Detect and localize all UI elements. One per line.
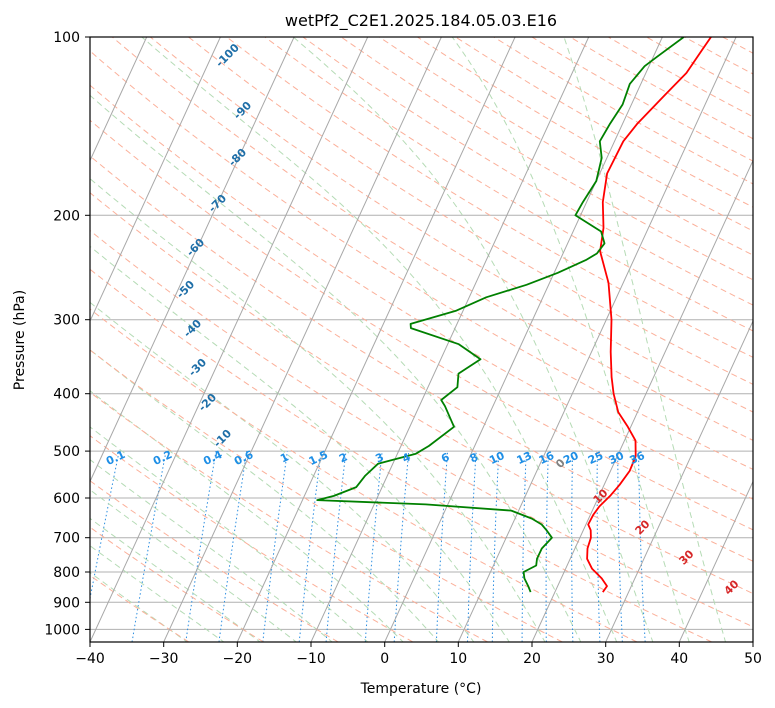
mixing-ratio-line bbox=[218, 451, 248, 642]
moist-adiabat bbox=[563, 37, 727, 642]
moist-adiabat bbox=[90, 426, 369, 642]
x-tick-label: 0 bbox=[380, 651, 389, 667]
isotherm-line bbox=[90, 37, 221, 323]
x-tick-label: 30 bbox=[597, 651, 615, 667]
y-tick-label: 900 bbox=[53, 595, 80, 611]
dry-adiabat bbox=[149, 37, 753, 413]
y-tick-label: 300 bbox=[53, 313, 80, 329]
dry-adiabat bbox=[90, 229, 753, 628]
moist-adiabat bbox=[90, 545, 225, 642]
moist-adiabat bbox=[90, 571, 189, 642]
isotherm-line bbox=[605, 319, 753, 642]
y-tick-label: 700 bbox=[53, 531, 80, 547]
mixing-ratio-line bbox=[185, 451, 217, 642]
dry-adiabat bbox=[90, 192, 753, 595]
dewpoint-line bbox=[316, 37, 685, 593]
y-axis-label: Pressure (hPa) bbox=[12, 290, 28, 390]
y-tick-label: 500 bbox=[53, 444, 80, 460]
isotherm-line bbox=[384, 37, 663, 642]
dry-adiabat bbox=[188, 37, 753, 385]
y-tick-label: 100 bbox=[53, 30, 80, 46]
y-tick-label: 800 bbox=[53, 565, 80, 581]
dry-adiabat bbox=[90, 308, 638, 642]
y-tick-label: 600 bbox=[53, 491, 80, 507]
x-axis-label: Temperature (°C) bbox=[360, 681, 482, 697]
moist-adiabat bbox=[90, 517, 262, 642]
plot-frame bbox=[89, 36, 754, 643]
y-tick-label: 400 bbox=[53, 387, 80, 403]
x-tick-label: 40 bbox=[670, 651, 688, 667]
x-tick-label: 20 bbox=[523, 651, 541, 667]
moist-adiabat bbox=[90, 178, 546, 642]
mixing-ratio-line bbox=[262, 451, 288, 642]
y-tick-label: 1000 bbox=[44, 622, 80, 638]
x-tick-label: −20 bbox=[223, 651, 253, 667]
mixing-ratio-line bbox=[298, 451, 322, 642]
x-tick-label: 10 bbox=[449, 651, 467, 667]
isotherm-line bbox=[90, 37, 148, 162]
isotherm-line bbox=[457, 37, 737, 642]
isotherm-line bbox=[90, 37, 295, 483]
moist-adiabat bbox=[90, 301, 475, 642]
y-tick-label: 200 bbox=[53, 208, 80, 224]
dry-adiabat bbox=[90, 480, 339, 642]
mixing-ratio-label: 25 bbox=[586, 449, 605, 467]
dry-adiabat bbox=[90, 349, 563, 642]
x-tick-label: −10 bbox=[296, 651, 326, 667]
dry-adiabat bbox=[302, 37, 753, 306]
x-tick-label: 50 bbox=[744, 651, 762, 667]
moist-adiabat bbox=[90, 245, 511, 642]
mixing-ratio-line bbox=[325, 451, 347, 642]
dry-adiabat bbox=[90, 119, 753, 531]
mixing-ratio-label: 16 bbox=[537, 449, 557, 467]
isotherm-line bbox=[163, 37, 442, 642]
moist-adiabat bbox=[90, 459, 333, 642]
dry-adiabat bbox=[90, 391, 488, 642]
dry-adiabat bbox=[90, 84, 753, 500]
mixing-ratio-label: 13 bbox=[515, 449, 534, 467]
isotherm-line bbox=[90, 37, 369, 642]
dry-adiabat bbox=[264, 37, 753, 332]
moist-adiabat bbox=[141, 37, 618, 642]
mixing-ratio-label: 10 bbox=[487, 449, 507, 467]
mixing-ratio-line bbox=[364, 451, 383, 642]
moist-adiabat bbox=[292, 37, 654, 642]
x-tick-label: −30 bbox=[149, 651, 179, 667]
temperature-line bbox=[586, 37, 712, 593]
isotherm-line bbox=[236, 37, 516, 642]
chart-title: wetPf2_C2E1.2025.184.05.03.E16 bbox=[285, 11, 557, 31]
moist-adiabat bbox=[90, 390, 404, 642]
isotherm-line bbox=[678, 480, 753, 642]
mixing-ratio-label: 20 bbox=[561, 449, 581, 467]
moist-adiabat bbox=[451, 37, 690, 642]
mixing-ratio-label: 30 bbox=[607, 449, 627, 467]
mixing-ratio-label: 36 bbox=[628, 449, 648, 467]
isotherm-line bbox=[310, 37, 590, 642]
isotherm-line bbox=[531, 159, 753, 642]
moist-adiabat bbox=[90, 94, 582, 642]
x-tick-label: −40 bbox=[75, 651, 105, 667]
moist-adiabat bbox=[90, 489, 298, 642]
